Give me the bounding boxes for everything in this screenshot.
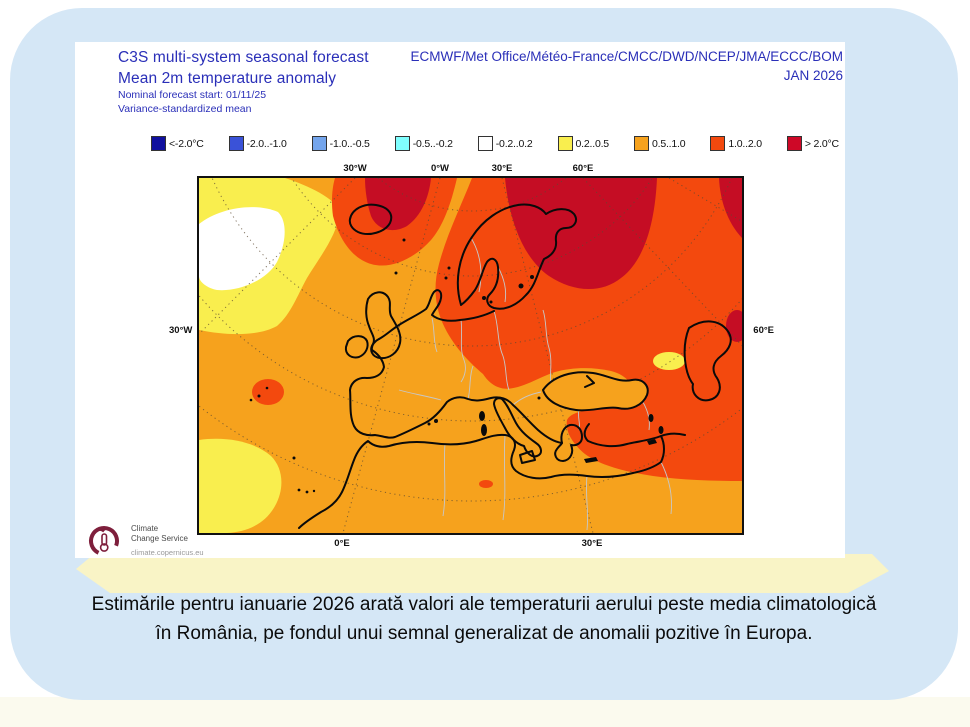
header-right: ECMWF/Met Office/Météo-France/CMCC/DWD/N…: [410, 49, 843, 83]
logo-name-line2: Change Service: [131, 533, 188, 543]
legend-item-label: 1.0..2.0: [728, 137, 762, 150]
logo-name-line1: Climate: [131, 524, 159, 533]
legend-swatch: [477, 136, 493, 151]
region-yellow-caspian: [653, 352, 685, 370]
legend-item: 0.2..0.5: [557, 136, 610, 151]
forecast-panel: C3S multi-system seasonal forecast Mean …: [75, 42, 845, 558]
legend-item: 1.0..2.0: [710, 136, 762, 151]
legend-item-label: -2.0..-1.0: [246, 137, 287, 150]
legend-item-label: 0.5..1.0: [651, 137, 686, 150]
lon-label-top-60e: 60°E: [572, 163, 594, 174]
region-darkred-iceland: [365, 178, 431, 231]
legend-swatch: [228, 136, 244, 151]
logo-url: climate.copernicus.eu: [131, 548, 204, 557]
copernicus-logo: Climate Change Service climate.copernicu…: [85, 520, 305, 560]
anomaly-map: 30°W 0°W 30°E 60°E 30°W 60°E 0°E 30°E: [169, 163, 774, 549]
header-left: C3S multi-system seasonal forecast Mean …: [118, 47, 369, 116]
map-image: [199, 178, 742, 533]
lon-label-bottom-30e: 30°E: [581, 538, 603, 549]
legend-item: <-2.0°C: [151, 136, 204, 151]
legend-item: -2.0..-1.0: [228, 136, 287, 151]
region-red-azores: [252, 379, 284, 405]
legend-item: -0.2..0.2: [477, 136, 533, 151]
legend-swatch: [151, 136, 166, 151]
climate-change-service-icon: [88, 526, 119, 556]
valid-month: JAN 2026: [783, 68, 843, 83]
bottom-cream-strip: [0, 697, 970, 727]
legend-item-label: -0.5..-0.2: [412, 137, 453, 150]
legend-item-label: -1.0..-0.5: [329, 137, 370, 150]
coastlines: [298, 203, 732, 529]
region-yellow-sw: [199, 438, 282, 533]
forecast-statistic-label: Variance-standardized mean: [118, 102, 252, 115]
legend-item: 0.5..1.0: [633, 136, 686, 151]
lon-label-bottom-0e: 0°E: [334, 538, 350, 549]
legend-item-label: 0.2..0.5: [575, 137, 610, 150]
lon-label-top-30w: 30°W: [343, 163, 367, 174]
legend-swatch: [311, 136, 327, 151]
region-red-main: [435, 178, 742, 481]
legend-swatch: [557, 136, 573, 151]
forecast-title-line2: Mean 2m temperature anomaly: [118, 70, 337, 87]
region-white-neutral: [199, 207, 285, 291]
legend-item: -1.0..-0.5: [311, 136, 370, 151]
graticule: [199, 178, 742, 533]
lon-label-top-0w: 0°W: [430, 163, 450, 174]
forecast-title-line1: C3S multi-system seasonal forecast: [118, 49, 369, 66]
legend-item: > 2.0°C: [786, 136, 839, 151]
models-list: ECMWF/Met Office/Météo-France/CMCC/DWD/N…: [410, 49, 843, 64]
region-red-libya-spot: [479, 480, 493, 488]
legend-swatch: [786, 136, 802, 151]
caption-text: Estimările pentru ianuarie 2026 arată va…: [91, 594, 877, 644]
forecast-start-label: Nominal forecast start: 01/11/25: [118, 89, 267, 101]
legend-item-label: > 2.0°C: [804, 137, 839, 150]
lon-label-left-30w: 30°W: [169, 325, 193, 336]
logo-name: Climate Change Service: [131, 524, 188, 543]
legend: <-2.0°C -2.0..-1.0 -1.0..-0.5 -0.5..-0.2 -0.…: [151, 136, 839, 151]
lon-label-right-60e: 60°E: [753, 325, 774, 336]
legend-item-label: <-2.0°C: [169, 137, 204, 150]
legend-swatch: [633, 136, 649, 151]
panel-shadow: [76, 554, 889, 593]
region-darkred-topright: [719, 178, 742, 238]
slide-frame: C3S multi-system seasonal forecast Mean …: [10, 8, 958, 700]
black-sea: [542, 371, 649, 412]
islands-lakes: [249, 238, 664, 494]
legend-swatch: [710, 136, 726, 151]
legend-item: -0.5..-0.2: [394, 136, 453, 151]
legend-swatch: [394, 136, 410, 151]
legend-item-label: -0.2..0.2: [495, 137, 533, 150]
lon-label-top-30e: 30°E: [491, 163, 513, 174]
